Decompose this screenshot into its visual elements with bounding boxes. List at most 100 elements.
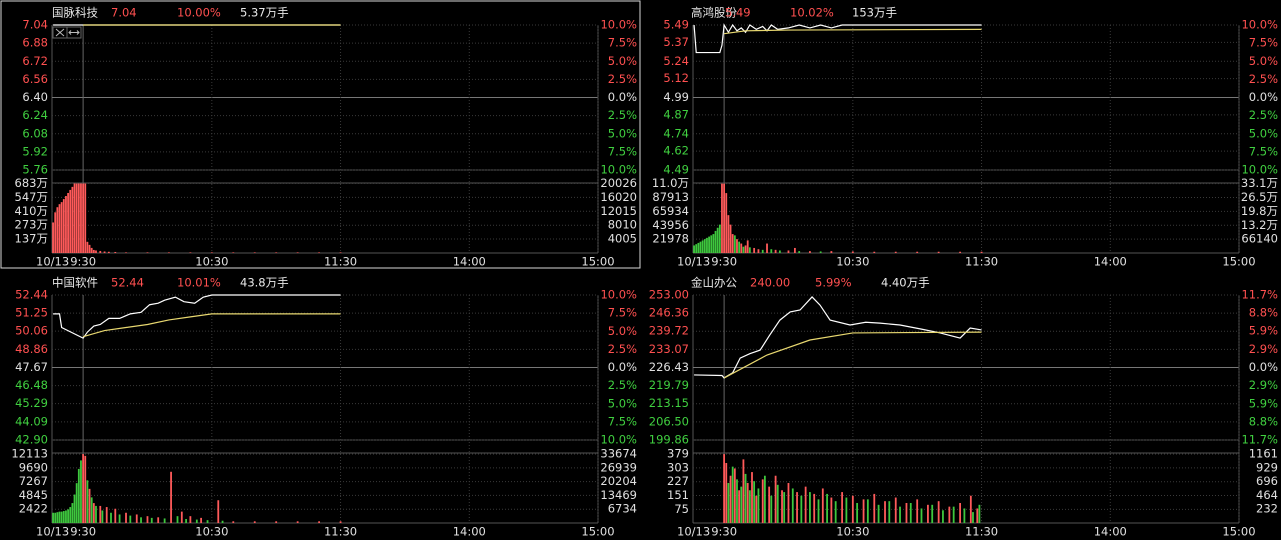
volume-tick-label: 379 <box>667 447 689 461</box>
x-tick-label: 10:30 <box>836 255 869 269</box>
volume-bar <box>75 483 78 523</box>
volume-bar <box>809 251 811 253</box>
x-tick-label: 10:30 <box>836 525 869 539</box>
volume-bar <box>916 251 919 253</box>
volume-bar <box>708 236 710 253</box>
volume-bar <box>71 503 74 523</box>
header-name: 中国软件 <box>52 276 98 290</box>
stock-panel: 国脉科技 7.04 10.00% 5.37万手 7.04 6.88 6.72 6.56 6.40… <box>15 6 638 269</box>
volume-bar <box>740 243 743 253</box>
volume-bar <box>804 486 807 523</box>
volume-tick-label: 65934 <box>652 204 689 218</box>
volume-bar <box>99 250 102 253</box>
y-tick-label: 4.49 <box>663 163 689 177</box>
x-tick-label: 11:30 <box>324 525 357 539</box>
volume-bar <box>821 488 824 523</box>
volume-bar <box>710 235 713 253</box>
y2-tick-label: 2.5% <box>608 342 637 356</box>
x-tick-label: 9:30 <box>70 525 96 539</box>
header-price: 52.44 <box>111 276 144 290</box>
y2-tick-label: 7.5% <box>1249 144 1278 158</box>
volume-bar <box>733 468 736 523</box>
volume-bar <box>114 508 117 523</box>
volume-bar <box>296 252 299 253</box>
y2-tick-label: 2.5% <box>1249 72 1278 86</box>
close-icon <box>55 28 65 37</box>
volume-bar <box>92 249 95 253</box>
volume-bar <box>755 495 758 523</box>
x-tick-label: 14:00 <box>453 255 486 269</box>
date-label: 10/13 <box>677 525 710 539</box>
y2-tick-label: 11.7% <box>1241 288 1278 302</box>
y-tick-label: 50.06 <box>15 324 48 338</box>
volume-bar <box>787 483 790 523</box>
y2-tick-label: 5.0% <box>608 126 637 140</box>
volume-bar <box>232 252 235 253</box>
volume-bar <box>740 486 743 523</box>
volume-bar <box>88 488 91 523</box>
y-tick-label: 233.07 <box>649 342 689 356</box>
volume-bar <box>52 512 54 523</box>
y-tick-label: 5.24 <box>663 54 689 68</box>
volume-tick-label: 7267 <box>19 474 48 488</box>
volume-tick-label: 4845 <box>19 488 48 502</box>
x-tick-label: 14:00 <box>1094 255 1127 269</box>
volume-bar <box>969 495 972 523</box>
volume-bar <box>736 239 738 253</box>
volume-tick-label: 137万 <box>15 232 48 246</box>
x-tick-label: 9:30 <box>711 525 737 539</box>
x-tick-label: 9:30 <box>711 255 737 269</box>
volume-tick-label: 9690 <box>19 460 48 474</box>
y2-tick-label: 2.5% <box>608 108 637 122</box>
volume-bar <box>318 252 321 253</box>
volume-bar <box>189 516 192 523</box>
volume-bar <box>718 224 721 253</box>
x-tick-label: 11:30 <box>324 255 357 269</box>
volume-bar <box>107 251 110 253</box>
volume-bar <box>58 511 61 523</box>
y-tick-label: 6.08 <box>22 126 48 140</box>
y-tick-label: 42.90 <box>15 433 48 447</box>
volume-bar <box>721 183 723 253</box>
price-line <box>693 23 982 54</box>
volume-bar <box>82 454 85 523</box>
x-tick-label: 10:30 <box>195 525 228 539</box>
volume-bar <box>774 475 777 523</box>
header-name: 国脉科技 <box>52 6 98 20</box>
volume-bar <box>67 509 69 523</box>
volume-y2-tick-label: 13469 <box>600 488 637 502</box>
header-change: 10.01% <box>177 276 221 290</box>
volume-bar <box>766 243 768 253</box>
resize-icon-box <box>66 26 82 39</box>
volume-bar <box>770 495 773 523</box>
volume-bar <box>781 490 783 523</box>
volume-bar <box>189 252 192 253</box>
volume-bar <box>959 251 962 253</box>
volume-bar <box>873 493 876 523</box>
volume-bar <box>763 475 766 523</box>
y2-tick-label: 8.8% <box>1249 415 1278 429</box>
volume-bar <box>738 490 741 523</box>
volume-bar <box>84 183 87 253</box>
volume-bar <box>56 207 59 253</box>
volume-bar <box>217 500 220 523</box>
y-tick-label: 6.72 <box>22 54 48 68</box>
y-tick-label: 5.37 <box>663 35 689 49</box>
volume-bar <box>114 251 117 253</box>
volume-bar <box>894 251 897 253</box>
volume-bar <box>86 480 89 523</box>
volume-bar <box>110 512 112 523</box>
y-tick-label: 46.48 <box>15 378 48 392</box>
volume-bar <box>716 227 719 253</box>
volume-tick-label: 303 <box>667 460 689 474</box>
volume-bar <box>693 245 695 253</box>
volume-bar <box>253 521 256 523</box>
y-tick-label: 52.44 <box>15 288 48 302</box>
volume-bar <box>101 510 104 523</box>
volume-bar <box>54 212 57 253</box>
x-tick-label: 15:00 <box>1222 525 1255 539</box>
y2-tick-label: 2.5% <box>608 378 637 392</box>
volume-bar <box>195 519 198 523</box>
